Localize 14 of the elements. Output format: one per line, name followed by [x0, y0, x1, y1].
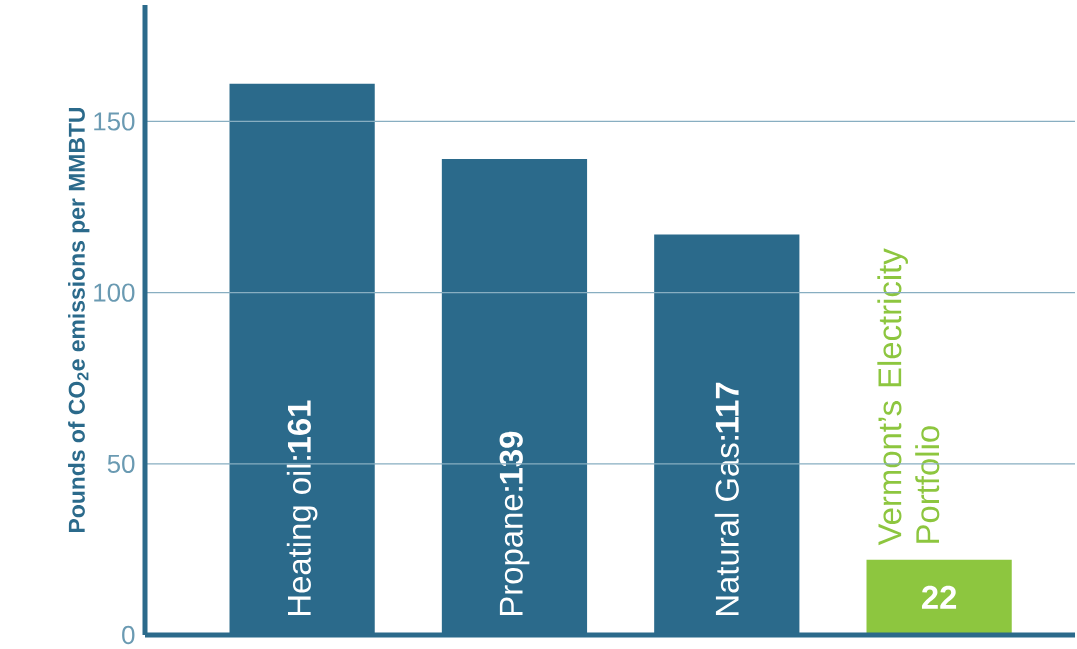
x-tick-label: Natural Gas — [714, 443, 739, 615]
x-tick-label: Vermont’s Electricity Portfolio — [877, 248, 940, 546]
bar — [866, 559, 1012, 635]
y-axis-title: Pounds of CO$_{2}$e emissions per MMBTU — [68, 107, 90, 532]
data-label: 139 — [499, 431, 523, 484]
y-tick-label: 150 — [94, 112, 135, 131]
y-tick-label: 100 — [94, 283, 135, 302]
y-tick-label: 0 — [122, 625, 135, 645]
x-tick-label: Heating oil — [286, 464, 318, 615]
data-label: 22 — [921, 585, 957, 609]
data-label: 161 — [287, 400, 311, 453]
y-tick-label: 50 — [107, 454, 135, 473]
x-tick-label: Propane — [499, 494, 530, 615]
data-label: 117 — [715, 382, 739, 433]
